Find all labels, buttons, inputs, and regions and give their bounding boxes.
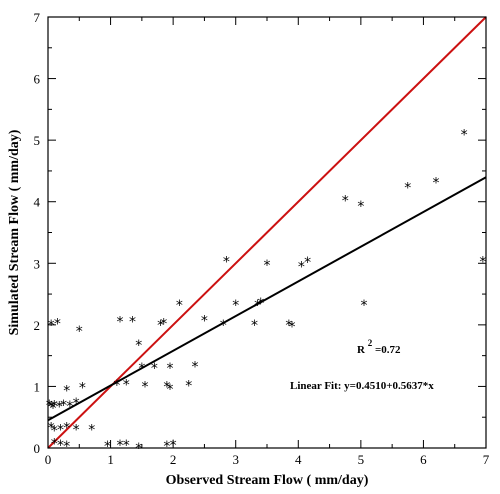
data-point: * <box>289 320 296 336</box>
data-point: * <box>357 199 364 215</box>
linear-fit-line <box>47 176 487 422</box>
data-point: * <box>76 324 83 340</box>
data-point: * <box>257 296 264 312</box>
data-point: * <box>88 422 95 438</box>
data-point: * <box>163 439 170 455</box>
r-squared-symbol: R <box>357 344 366 356</box>
data-point: * <box>220 318 227 334</box>
data-point: * <box>192 360 199 376</box>
annotations: R 2 =0.72 Linear Fit: y=0.4510+0.5637*x <box>290 337 434 392</box>
x-axis-title: Observed Stream Flow ( mm/day) <box>166 473 369 488</box>
data-point: * <box>73 396 80 412</box>
x-tick-label: 1 <box>107 452 114 467</box>
data-point: * <box>141 379 148 395</box>
data-point: * <box>63 384 70 400</box>
data-point: * <box>201 313 208 329</box>
data-point: * <box>79 381 86 397</box>
x-tick-label: 5 <box>358 452 365 467</box>
data-point: * <box>104 439 111 455</box>
data-point: * <box>138 361 145 377</box>
data-point: * <box>46 398 53 414</box>
data-point: * <box>157 318 164 334</box>
data-point: * <box>254 298 261 314</box>
data-point: * <box>135 441 142 457</box>
x-tick-label: 3 <box>232 452 239 467</box>
y-tick-label: 0 <box>34 441 41 456</box>
x-tick-label: 4 <box>295 452 302 467</box>
data-point: * <box>129 315 136 331</box>
data-point: * <box>63 421 70 437</box>
data-point: * <box>56 400 63 416</box>
x-tick-label: 7 <box>483 452 490 467</box>
x-tick-label: 0 <box>45 452 52 467</box>
data-point: * <box>298 259 305 275</box>
data-point: * <box>63 439 70 455</box>
data-point: * <box>135 338 142 354</box>
data-point: * <box>123 438 130 454</box>
data-point: * <box>51 398 58 414</box>
data-point: * <box>48 421 55 437</box>
y-tick-label: 3 <box>34 256 41 271</box>
data-point: * <box>54 317 61 333</box>
data-point: * <box>116 315 123 331</box>
data-point: * <box>66 399 73 415</box>
data-point: * <box>167 382 174 398</box>
y-tick-label: 7 <box>34 10 41 25</box>
data-point: * <box>48 318 55 334</box>
y-tick-label: 5 <box>34 133 41 148</box>
data-point: * <box>167 361 174 377</box>
data-point: * <box>264 258 271 274</box>
linear-fit-label: Linear Fit: y=0.4510+0.5637*x <box>290 380 434 392</box>
data-point: * <box>285 318 292 334</box>
data-point: * <box>251 318 258 334</box>
y-tick-label: 1 <box>34 379 41 394</box>
data-point: * <box>360 298 367 314</box>
data-point: * <box>163 379 170 395</box>
data-point: * <box>160 317 167 333</box>
y-axis-title: Simulated Stream Flow ( mm/day) <box>7 129 22 335</box>
data-point: * <box>304 255 311 271</box>
data-point: * <box>51 424 58 440</box>
data-point: * <box>223 254 230 270</box>
data-point: * <box>185 379 192 395</box>
data-point: * <box>479 254 486 270</box>
data-point: * <box>48 400 55 416</box>
data-point: * <box>123 378 130 394</box>
y-tick-label: 2 <box>34 318 41 333</box>
data-point: * <box>404 180 411 196</box>
data-point: * <box>232 298 239 314</box>
data-point: * <box>57 422 64 438</box>
y-tick-label: 4 <box>34 195 41 210</box>
data-point: * <box>57 438 64 454</box>
x-tick-label: 6 <box>420 452 427 467</box>
data-point: * <box>432 176 439 192</box>
data-point: * <box>151 361 158 377</box>
axes: 0 1 2 3 4 5 6 7 0 1 2 3 4 5 6 7 <box>34 10 490 467</box>
data-point: * <box>116 438 123 454</box>
data-point: * <box>461 128 468 144</box>
data-point: * <box>73 422 80 438</box>
x-tick-label: 2 <box>170 452 177 467</box>
y-tick-label: 6 <box>34 72 41 87</box>
r-squared-superscript: 2 <box>368 338 373 348</box>
data-point: * <box>342 193 349 209</box>
one-to-one-line <box>47 16 487 449</box>
data-point: * <box>50 401 57 417</box>
data-point: * <box>113 378 120 394</box>
data-point: * <box>176 298 183 314</box>
data-point: * <box>51 437 58 453</box>
r-squared-value: =0.72 <box>375 344 401 356</box>
data-point: * <box>60 398 67 414</box>
r-squared-label: R 2 =0.72 <box>357 337 401 356</box>
